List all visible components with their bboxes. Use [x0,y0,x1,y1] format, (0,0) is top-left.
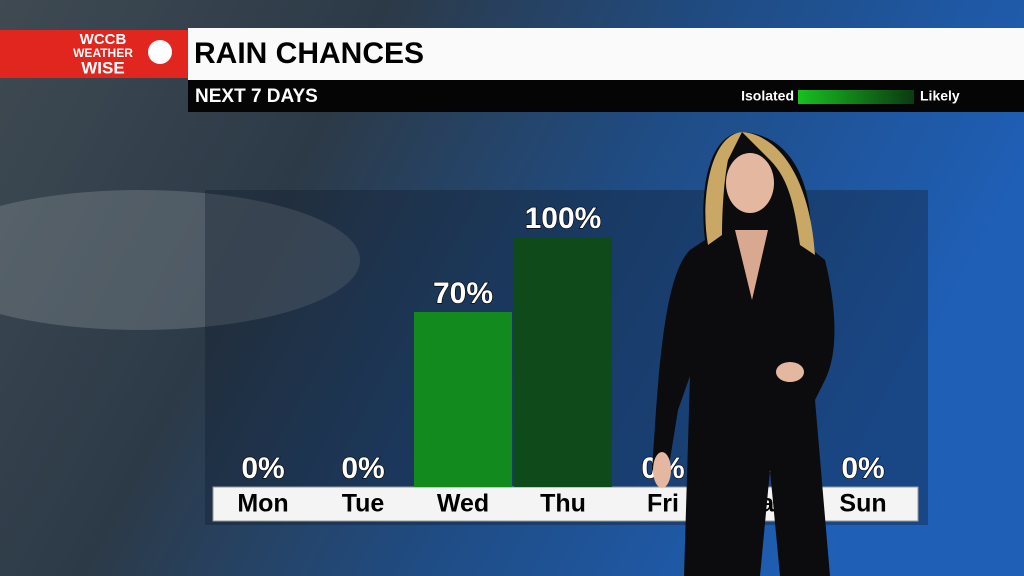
logo-line: WISE [81,58,124,77]
presenter-hand [653,452,671,488]
logo-line: WEATHER [73,46,133,60]
value-label: 70% [433,277,493,310]
x-tick-label: Thu [540,490,586,518]
presenter-neck [735,230,768,300]
x-tick-label: Wed [437,490,489,518]
bar [414,312,512,487]
legend-gradient [798,90,914,104]
x-tick-label: Fri [647,490,679,518]
presenter [652,132,835,576]
value-label: 100% [525,202,602,235]
value-label: 0% [241,452,284,485]
x-tick-label: Sun [839,490,886,518]
presenter-face [726,153,774,213]
presenter-hand [776,362,804,382]
logo-icon [148,40,172,64]
title-bar [188,28,1024,80]
x-tick-label: Tue [342,490,385,518]
bar [514,237,612,487]
legend-high: Likely [920,88,960,104]
logo-line: WCCB [80,31,127,48]
presenter-body [652,132,835,576]
legend-low: Isolated [741,88,794,104]
value-label: 0% [841,452,884,485]
value-label: 0% [341,452,384,485]
chart-title: RAIN CHANCES [194,37,424,70]
x-tick-label: Mon [237,490,288,518]
presenter-hair [705,132,815,255]
chart-subtitle: NEXT 7 DAYS [195,86,318,107]
cloud-glow [0,190,360,330]
